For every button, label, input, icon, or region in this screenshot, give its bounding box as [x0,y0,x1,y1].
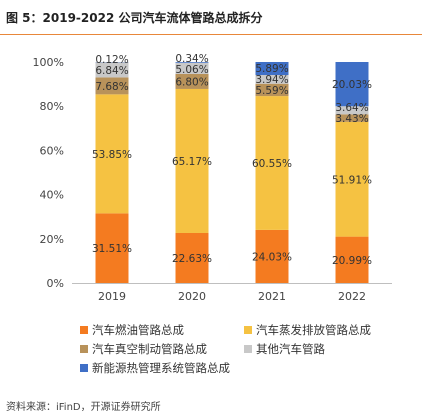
legend-label: 汽车真空制动管路总成 [92,341,207,357]
legend-label: 其他汽车管路 [256,341,325,357]
x-tick-label: 2019 [98,290,126,303]
x-tick-label: 2022 [338,290,366,303]
title-divider [0,34,422,35]
source-note: 资料来源：iFinD，开源证券研究所 [6,398,161,413]
data-label: 20.03% [332,79,372,91]
legend-item: 汽车真空制动管路总成 [80,341,207,357]
title-bar: 图 5：2019-2022 公司汽车流体管路总成拆分 [0,0,422,36]
x-tick-label: 2021 [258,290,286,303]
data-label: 0.12% [95,54,128,66]
data-label: 60.55% [252,158,292,170]
legend-swatch [80,326,88,334]
data-label: 53.85% [92,149,132,161]
legend-swatch [244,326,252,334]
legend-swatch [80,345,88,353]
y-tick-label: 0% [47,277,64,290]
data-label: 0.34% [175,53,208,65]
data-label: 31.51% [92,243,132,255]
data-label: 20.99% [332,255,372,267]
y-tick-label: 40% [40,189,64,202]
data-label: 65.17% [172,156,212,168]
legend-swatch [244,345,252,353]
y-tick-label: 60% [40,144,64,157]
data-label: 3.64% [335,102,368,114]
y-tick-label: 80% [40,100,64,113]
legend-item: 汽车蒸发排放管路总成 [244,322,371,338]
data-label: 6.84% [95,65,128,77]
data-label: 5.06% [175,64,208,76]
legend-item: 新能源热管理系统管路总成 [80,360,230,376]
legend-label: 汽车燃油管路总成 [92,322,184,338]
data-label: 5.59% [255,85,288,97]
data-label: 22.63% [172,253,212,265]
data-label: 51.91% [332,174,372,186]
data-label: 7.68% [95,81,128,93]
data-label: 24.03% [252,251,292,263]
x-tick-label: 2020 [178,290,206,303]
legend-item: 汽车燃油管路总成 [80,322,184,338]
legend-item: 其他汽车管路 [244,341,325,357]
stacked-bar-chart: 0% 20% 40% 60% 80% 100% 2019 2020 2021 2022 31.51%… [0,36,422,306]
data-label: 5.89% [255,63,288,75]
legend-label: 汽车蒸发排放管路总成 [256,322,371,338]
legend-label: 新能源热管理系统管路总成 [92,360,230,376]
data-label: 3.43% [335,113,368,125]
legend-swatch [80,364,88,372]
data-label: 6.80% [175,76,208,88]
data-label: 3.94% [255,74,288,86]
y-tick-label: 100% [33,56,64,69]
chart-title: 图 5：2019-2022 公司汽车流体管路总成拆分 [6,9,262,26]
y-tick-label: 20% [40,233,64,246]
